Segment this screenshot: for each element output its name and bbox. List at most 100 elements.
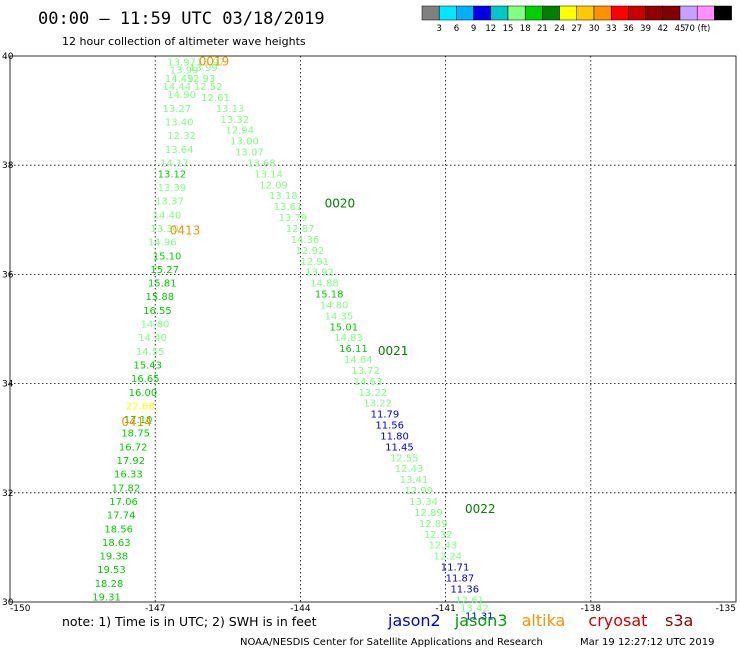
wave-height-value: 14.35	[325, 311, 354, 322]
x-tick-label: -144	[290, 604, 311, 614]
wave-height-value: 18.28	[95, 579, 124, 590]
wave-height-value: 13.14	[254, 169, 283, 180]
colorbar-swatch	[490, 5, 509, 21]
wave-height-value: 13.99	[170, 66, 199, 77]
colorbar-label: 42	[657, 24, 668, 34]
wave-height-value: 12.43	[395, 464, 424, 475]
wave-height-value: 12.61	[201, 93, 230, 104]
wave-height-value: 11.56	[375, 421, 404, 432]
wave-height-value: 14.40	[153, 210, 182, 221]
wave-height-value: 13.34	[409, 497, 438, 508]
wave-height-value: 14.36	[291, 235, 320, 246]
map-grid	[9, 55, 737, 603]
colorbar-label: 70 (ft)	[684, 24, 710, 34]
wave-height-value: 13.22	[363, 399, 392, 410]
wave-height-value: 11.80	[380, 431, 409, 442]
wave-height-value: 14.63	[354, 377, 383, 388]
wave-height-value: 13.37	[155, 197, 184, 208]
wave-height-value: 11.79	[371, 410, 400, 421]
wave-height-value: 13.41	[400, 475, 429, 486]
wave-height-value: 13.39	[158, 183, 187, 194]
wave-height-value: 13.99	[189, 63, 218, 74]
wave-height-value: 16.33	[114, 470, 143, 481]
wave-height-value: 11.71	[441, 563, 470, 574]
wave-height-value: 14.17	[160, 158, 189, 169]
colorbar-swatch	[714, 5, 732, 21]
wave-height-value: 13.92	[305, 268, 334, 279]
wave-height-value: 14.40	[138, 333, 167, 344]
colorbar-label: 39	[640, 24, 651, 34]
wave-height-value: 14.55	[136, 347, 165, 358]
colorbar-swatch	[645, 5, 664, 21]
wave-height-value: 16.00	[129, 388, 158, 399]
wave-height-value: 13.00	[230, 137, 259, 148]
wave-height-value: 15.01	[329, 322, 358, 333]
legend-jason2: jason2	[387, 611, 441, 630]
colorbar-label: 12	[485, 24, 496, 34]
colorbar-label: 45	[675, 24, 686, 34]
legend-jason3: jason3	[454, 611, 508, 630]
legend-cryosat: cryosat	[588, 611, 647, 630]
wave-height-value: 13.27	[162, 104, 191, 115]
x-tick-label: -150	[10, 604, 31, 614]
wave-height-value: 12.92	[296, 246, 325, 257]
wave-height-value: 16.65	[131, 374, 160, 385]
wave-height-value: 17.92	[116, 456, 145, 467]
wave-height-value: 16.55	[143, 306, 172, 317]
wave-height-value: 12.89	[414, 508, 443, 519]
wave-height-value: 13.13	[216, 104, 245, 115]
colorbar-label: 24	[554, 24, 565, 34]
plot-frame	[9, 55, 737, 603]
wave-height-value: 13.12	[158, 169, 187, 180]
colorbar-label: 27	[571, 24, 582, 34]
wave-height-value: 15.88	[146, 292, 175, 303]
pass-label: 0020	[325, 196, 356, 210]
wave-height-value: 12.55	[390, 453, 419, 464]
footer-timestamp: Mar 19 12:27:12 UTC 2019	[580, 637, 715, 648]
wave-height-value: 12.32	[167, 131, 196, 142]
wave-height-value: 13.22	[358, 388, 387, 399]
x-tick-label: -135	[716, 604, 736, 614]
wave-height-value: 13.30	[150, 224, 179, 235]
wave-height-value: 14.44	[162, 82, 191, 93]
wave-height-value: 13.07	[235, 148, 264, 159]
wave-height-value: 15.27	[150, 265, 179, 276]
wave-height-value: 12.09	[259, 180, 288, 191]
wave-height-value: 14.80	[320, 300, 349, 311]
wave-height-value: 14.49	[165, 74, 194, 85]
colorbar-label: 36	[623, 24, 634, 34]
colorbar-swatch	[524, 5, 543, 21]
wave-height-value: 17.82	[112, 483, 141, 494]
colorbar-swatch	[456, 5, 474, 21]
colorbar-swatch	[576, 5, 595, 21]
wave-height-value: 11.36	[450, 584, 479, 595]
wave-height-value: 11.87	[446, 573, 475, 584]
colorbar-label: 33	[606, 24, 617, 34]
wave-height-value: 12.87	[286, 224, 315, 235]
x-tick-label: -141	[435, 604, 455, 614]
wave-height-value: 13.42	[460, 603, 489, 614]
wave-height-value: 12.43	[429, 541, 458, 552]
colorbar-swatch	[679, 5, 698, 21]
colorbar-swatch	[421, 5, 440, 21]
wave-height-value: 11.31	[465, 612, 494, 623]
wave-height-value: 12.94	[225, 126, 254, 137]
colorbar-label: 9	[471, 24, 476, 34]
wave-height-value: 17.10	[124, 415, 153, 426]
pass-label: 0022	[465, 502, 496, 516]
wave-height-value: 12.99	[404, 486, 433, 497]
colorbar-swatch	[593, 5, 612, 21]
wave-height-value: 14.90	[167, 90, 196, 101]
wave-height-value: 12.93	[187, 74, 216, 85]
y-tick-label: 30	[2, 598, 14, 608]
wave-height-value: 17.06	[109, 497, 138, 508]
footer-credit: NOAA/NESDIS Center for Satellite Applica…	[240, 637, 543, 648]
axis-ticks: -150 -147 -144 -141 -138 -135 30 32 34 36 38 40	[2, 52, 736, 614]
colorbar-swatch	[628, 5, 646, 21]
wave-height-value: 14.96	[148, 238, 177, 249]
wave-height-value: 13.61	[274, 202, 303, 213]
wave-height-value: 19.53	[97, 565, 126, 576]
